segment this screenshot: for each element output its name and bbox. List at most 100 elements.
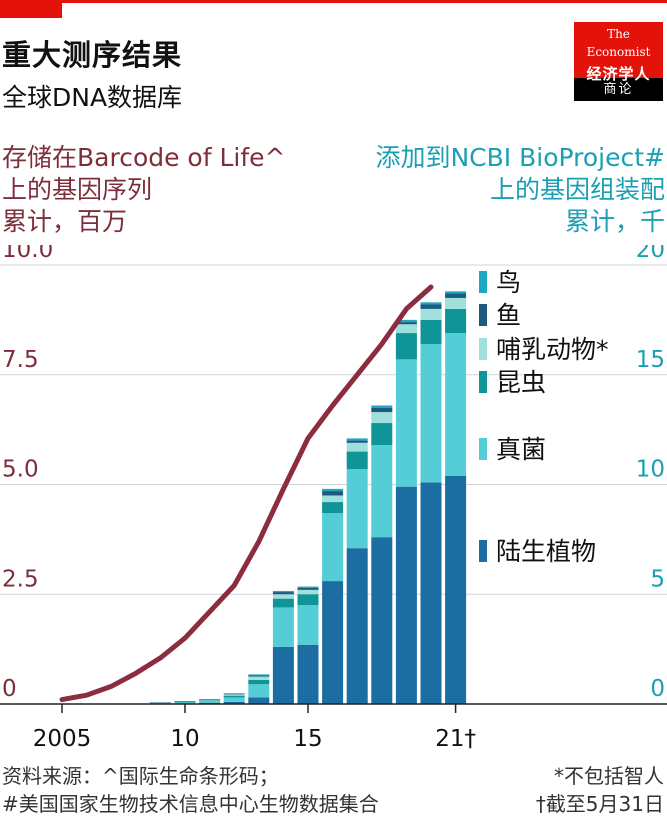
bar-segment <box>371 412 393 424</box>
bar-segment <box>322 513 344 582</box>
bar-segment <box>445 308 467 334</box>
legend-label: 鸟 <box>496 268 521 297</box>
bar-segment <box>395 359 417 487</box>
source-line2: #美国国家生物技术信息中心生物数据集合 <box>2 792 379 816</box>
top-rule <box>0 0 667 3</box>
right-axis-heading-line2: 上的基因组装配 <box>489 175 665 204</box>
bar-segment <box>420 304 442 309</box>
bar-segment <box>248 676 270 680</box>
x-axis-tick-label: 15 <box>293 726 322 752</box>
legend-swatch <box>479 271 487 293</box>
bar-segment <box>346 438 368 441</box>
bar-segment <box>371 423 393 445</box>
bar-segment <box>445 297 467 309</box>
logo-chinese-name: 经济学人 <box>586 65 651 83</box>
footnote-mammals: *不包括智人 <box>554 764 664 788</box>
bar-segment <box>272 594 294 599</box>
bar-segment <box>346 451 368 470</box>
legend-label: 昆虫 <box>496 368 546 397</box>
logo-wordmark-economist: Economist <box>586 45 651 59</box>
legend-swatch <box>479 371 487 393</box>
right-axis-tick-label: 5 <box>650 566 665 592</box>
legend-label: 哺乳动物* <box>496 335 609 364</box>
bar-segment <box>272 607 294 647</box>
chart-subtitle: 全球DNA数据库 <box>2 83 183 112</box>
footnotes: *不包括智人 †截至5月31日 <box>536 762 664 818</box>
bar-segment <box>199 700 221 701</box>
bar-segment <box>346 442 368 452</box>
bar-segment <box>371 444 393 538</box>
bar-segment <box>272 590 294 593</box>
bar-segment <box>297 589 319 595</box>
right-axis-tick-label: 10 <box>636 457 665 483</box>
legend-label: 陆生植物 <box>496 537 596 566</box>
legend-label: 真菌 <box>496 435 546 464</box>
bar-segment <box>420 482 442 704</box>
right-axis-tick-label: 15 <box>636 347 665 373</box>
left-axis-tick-label: 0 <box>2 676 17 702</box>
bar-segment <box>149 702 171 704</box>
bar-segment <box>297 644 319 704</box>
bar-segment <box>174 702 196 704</box>
bar-segment <box>297 586 319 588</box>
right-axis-tick-label: 20 <box>636 245 665 263</box>
legend-label: 鱼 <box>496 301 521 330</box>
source-line1: 资料来源：^国际生命条形码； <box>2 764 279 788</box>
footnote-date: †截至5月31日 <box>535 792 664 816</box>
right-axis-tick-label: 0 <box>650 676 665 702</box>
bar-segment <box>223 694 245 696</box>
bar-segment <box>223 693 245 695</box>
bar-segment <box>346 440 368 443</box>
left-axis-tick-label: 10.0 <box>2 245 53 263</box>
bar-segment <box>223 701 245 704</box>
legend-swatch <box>479 304 487 326</box>
bar-segment <box>272 598 294 608</box>
barcode-sequences-line <box>59 284 434 703</box>
left-axis-heading-line1: 存储在Barcode of Life^ <box>2 143 286 172</box>
bar-segment <box>420 308 442 320</box>
legend-swatch <box>479 540 487 562</box>
left-axis-tick-label: 5.0 <box>2 457 39 483</box>
bar-segment <box>371 537 393 704</box>
left-axis-heading-line3: 累计，百万 <box>2 207 128 236</box>
bar-segment <box>248 674 270 676</box>
bar-segment <box>322 491 344 496</box>
chart-canvas: 0 2.5 5.0 7.5 10.0 0 5 10 15 20 2005 10 15 21† 鸟鱼哺乳动物*… <box>0 245 667 752</box>
source-note: 资料来源：^国际生命条形码； #美国国家生物技术信息中心生物数据集合 <box>2 762 379 818</box>
x-axis-tick-label: 21† <box>435 726 476 752</box>
brand-tab <box>0 0 62 18</box>
bar-segment <box>248 679 270 685</box>
bar-segment <box>445 333 467 476</box>
x-axis-tick-label: 2005 <box>33 726 92 752</box>
bar-segment <box>420 344 442 483</box>
bar-segment <box>445 475 467 704</box>
bar-segment <box>420 302 442 305</box>
bar-segment <box>223 697 245 702</box>
bar-segment <box>322 488 344 492</box>
bar-segment <box>199 700 221 703</box>
bar-segment <box>248 684 270 698</box>
right-axis-heading-line3: 累计，千 <box>564 207 665 236</box>
bar-segment <box>445 293 467 298</box>
x-axis-tick-label: 10 <box>170 726 199 752</box>
bar-segment <box>248 697 270 704</box>
left-axis-tick-label: 7.5 <box>2 347 39 373</box>
bar-segment <box>272 592 294 595</box>
logo-wordmark-the: The <box>607 27 630 41</box>
bar-segment <box>322 502 344 514</box>
bar-segment <box>395 333 417 360</box>
chart-title: 重大测序结果 <box>2 38 183 72</box>
bar-segment <box>322 495 344 503</box>
bar-segment <box>199 699 221 701</box>
logo-red-block: The Economist 经济学人 <box>574 22 663 83</box>
bar-segment <box>346 469 368 549</box>
economist-logo: The Economist 经济学人 商论 <box>574 22 663 101</box>
right-axis-heading: 添加到NCBI BioProject# 上的基因组装配 累计，千 <box>375 142 665 238</box>
left-axis-heading-line2: 上的基因序列 <box>2 175 153 204</box>
logo-section-name: 商论 <box>574 78 663 101</box>
legend-swatch <box>479 338 487 360</box>
bar-segment <box>445 291 467 294</box>
bar-segment <box>420 319 442 345</box>
bar-segment <box>272 646 294 704</box>
bar-segment <box>395 324 417 334</box>
